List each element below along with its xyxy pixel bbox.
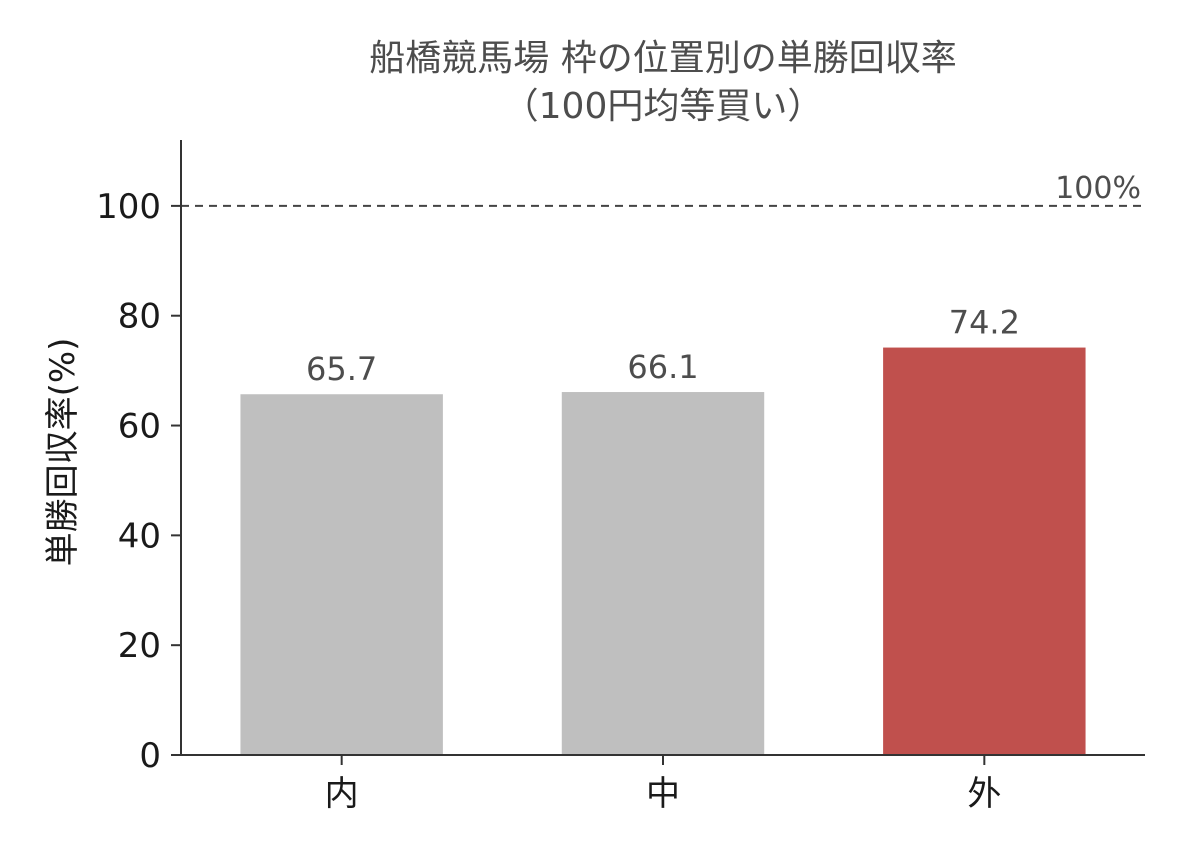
reference-layer: 100%	[181, 171, 1145, 207]
bar-1	[240, 394, 443, 755]
x-tick-label-1: 内	[325, 774, 359, 814]
reference-line-label: 100%	[1055, 171, 1141, 206]
x-tick-label-2: 中	[646, 774, 680, 814]
bar-value-label-2: 66.1	[627, 348, 698, 386]
y-tick-label-40: 40	[118, 516, 161, 556]
chart-title: 船橋競馬場 枠の位置別の単勝回収率	[369, 38, 956, 79]
value-labels-layer: 65.7 66.1 74.2	[306, 304, 1020, 389]
y-ticks-layer: 0 20 40 60 80 100	[96, 187, 181, 776]
y-tick-label-0: 0	[139, 736, 161, 776]
x-tick-label-3: 外	[967, 774, 1001, 814]
y-tick-label-80: 80	[118, 297, 161, 337]
bar-3	[883, 347, 1086, 755]
x-ticks-layer: 内中外	[325, 755, 1001, 814]
chart-subtitle: （100円均等買い）	[503, 86, 824, 127]
y-tick-label-100: 100	[96, 187, 161, 227]
y-axis-label: 単勝回収率(%)	[43, 338, 83, 567]
bar-2	[561, 392, 765, 755]
y-tick-label-20: 20	[118, 626, 161, 666]
y-tick-label-60: 60	[118, 407, 161, 447]
bar-value-label-1: 65.7	[306, 350, 377, 388]
bars-layer	[240, 347, 1086, 755]
bar-value-label-3: 74.2	[949, 304, 1020, 342]
